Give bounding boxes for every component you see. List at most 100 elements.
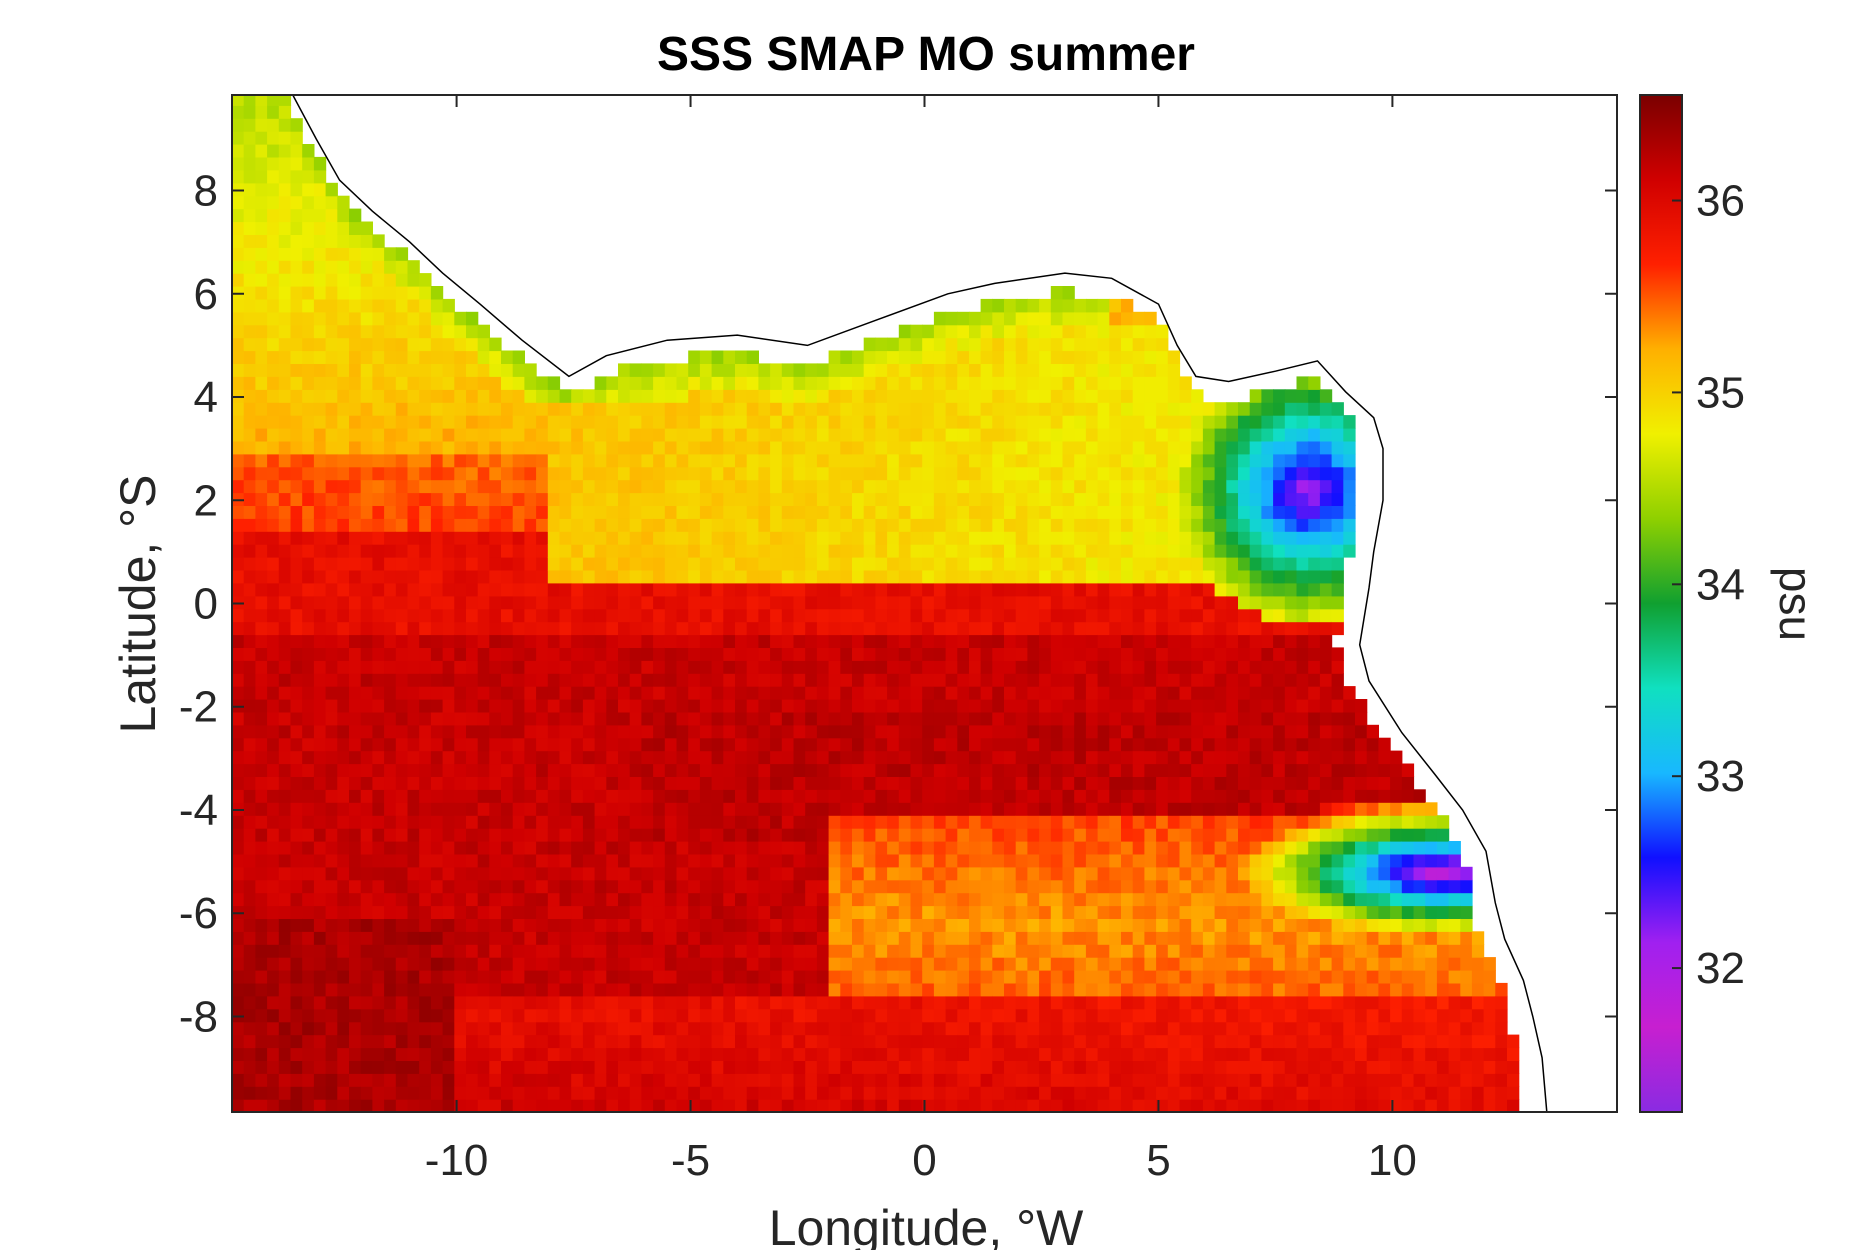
heatmap-cell — [1050, 1034, 1064, 1049]
heatmap-cell — [629, 995, 642, 1010]
heatmap-cell — [933, 415, 947, 429]
heatmap-cell — [302, 789, 315, 803]
heatmap-cell — [723, 802, 736, 816]
heatmap-cell — [313, 776, 327, 790]
heatmap-cell — [664, 853, 678, 868]
heatmap-cell — [618, 479, 631, 494]
heatmap-cell — [969, 686, 982, 700]
heatmap-cell — [898, 1021, 912, 1036]
heatmap-cell — [969, 957, 982, 971]
heatmap-cell — [793, 634, 806, 648]
heatmap-cell — [466, 776, 479, 790]
heatmap-cell — [910, 376, 923, 390]
heatmap-cell — [945, 660, 958, 674]
heatmap-cell — [255, 686, 268, 700]
heatmap-cell — [232, 634, 245, 648]
heatmap-cell — [910, 621, 923, 636]
heatmap-cell — [313, 182, 327, 197]
heatmap-cell — [1062, 789, 1075, 803]
heatmap-cell — [746, 582, 759, 597]
heatmap-cell — [267, 531, 280, 545]
heatmap-cell — [957, 518, 970, 532]
heatmap-cell — [875, 673, 888, 687]
heatmap-cell — [887, 505, 900, 519]
heatmap-cell — [1121, 1047, 1134, 1061]
heatmap-cell — [606, 815, 619, 829]
heatmap-cell — [922, 841, 935, 855]
heatmap-cell — [828, 1086, 841, 1100]
heatmap-cell — [313, 402, 327, 416]
heatmap-cell — [372, 957, 385, 971]
heatmap-cell — [536, 905, 549, 919]
heatmap-cell — [547, 466, 561, 481]
heatmap-cell — [313, 828, 327, 842]
heatmap-cell — [1027, 970, 1040, 984]
heatmap-cell — [676, 608, 689, 623]
heatmap-cell — [454, 363, 467, 377]
heatmap-cell — [325, 711, 338, 726]
heatmap-cell — [267, 724, 280, 739]
heatmap-cell — [664, 531, 678, 545]
heatmap-cell — [653, 621, 666, 636]
heatmap-cell — [477, 957, 490, 971]
heatmap-cell — [781, 1099, 795, 1112]
heatmap-cell — [816, 518, 830, 532]
heatmap-cell — [1062, 557, 1075, 571]
heatmap-cell — [711, 970, 724, 984]
heatmap-cell — [793, 853, 806, 868]
heatmap-cell — [992, 582, 1005, 597]
heatmap-cell — [489, 737, 502, 752]
heatmap-cell — [723, 1099, 736, 1112]
heatmap-cell — [816, 802, 830, 816]
heatmap-cell — [267, 182, 280, 197]
heatmap-cell — [1132, 389, 1145, 403]
heatmap-cell — [524, 492, 537, 506]
heatmap-cell — [957, 363, 970, 377]
heatmap-cell — [466, 853, 479, 868]
heatmap-cell — [571, 673, 584, 687]
heatmap-cell — [1085, 569, 1099, 584]
heatmap-cell — [360, 376, 373, 390]
heatmap-cell — [1039, 311, 1052, 326]
heatmap-cell — [243, 737, 256, 752]
heatmap-cell — [910, 866, 923, 881]
heatmap-cell — [430, 647, 444, 661]
heatmap-cell — [1156, 789, 1169, 803]
heatmap-cell — [746, 802, 759, 816]
heatmap-cell — [863, 970, 876, 984]
heatmap-cell — [547, 479, 561, 494]
heatmap-cell — [676, 763, 689, 777]
heatmap-cell — [325, 699, 338, 713]
heatmap-cell — [688, 363, 701, 377]
heatmap-cell — [992, 492, 1005, 506]
heatmap-cell — [1039, 763, 1052, 777]
heatmap-cell — [302, 957, 315, 971]
heatmap-cell — [910, 1047, 923, 1061]
heatmap-cell — [1132, 995, 1145, 1010]
heatmap-cell — [267, 815, 280, 829]
heatmap-cell — [816, 841, 830, 855]
heatmap-cell — [501, 944, 514, 958]
heatmap-cell — [793, 479, 806, 494]
heatmap-cell — [559, 789, 572, 803]
heatmap-cell — [372, 828, 385, 842]
heatmap-cell — [1062, 286, 1075, 300]
heatmap-cell — [290, 982, 303, 997]
heatmap-cell — [395, 492, 409, 506]
heatmap-cell — [606, 518, 619, 532]
heatmap-cell — [1144, 1099, 1157, 1112]
heatmap-cell — [594, 1047, 607, 1061]
heatmap-cell — [629, 595, 642, 610]
heatmap-cell — [1097, 634, 1110, 648]
heatmap-cell — [489, 376, 502, 390]
heatmap-cell — [618, 1060, 631, 1074]
heatmap-cell — [384, 1060, 397, 1074]
heatmap-cell — [454, 699, 467, 713]
heatmap-cell — [395, 957, 409, 971]
heatmap-cell — [372, 686, 385, 700]
heatmap-cell — [875, 415, 888, 429]
heatmap-cell — [629, 982, 642, 997]
heatmap-cell — [816, 879, 830, 894]
heatmap-cell — [664, 1021, 678, 1036]
heatmap-cell — [466, 879, 479, 894]
